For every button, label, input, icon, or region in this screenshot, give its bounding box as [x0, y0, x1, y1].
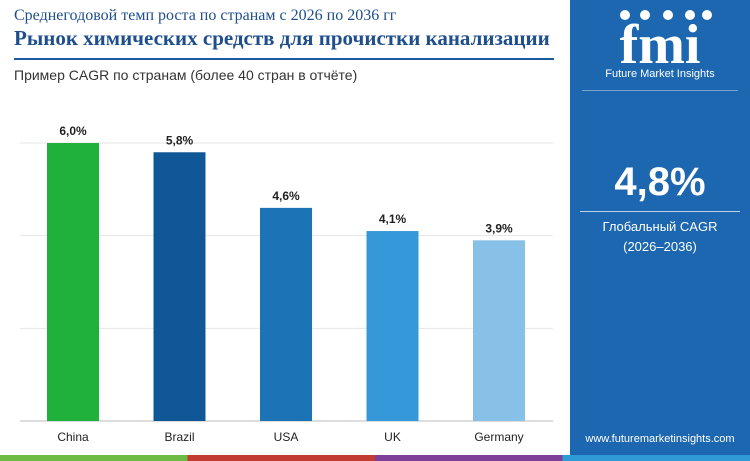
data-label-germany: 3,9% — [485, 221, 513, 235]
fmi-logo-icon: fmi — [620, 10, 712, 76]
bar-germany — [473, 240, 525, 421]
x-tick-label-uk: UK — [384, 430, 401, 444]
cagr-divider — [580, 211, 740, 212]
x-tick-label-china: China — [57, 430, 89, 444]
global-cagr-period: (2026–2036) — [623, 239, 697, 254]
data-label-brazil: 5,8% — [166, 133, 194, 147]
chart-title: Рынок химических средств для прочистки к… — [14, 26, 550, 50]
bar-uk — [366, 231, 419, 421]
bar-china — [47, 143, 99, 421]
global-cagr-label: Глобальный CAGR — [602, 219, 718, 234]
sidebar-panel: fmi Future Market Insights 4,8% Глобальн… — [570, 0, 750, 461]
data-label-china: 6,0% — [59, 124, 87, 138]
title-divider — [14, 58, 554, 60]
global-cagr-value: 4,8% — [614, 160, 706, 204]
x-tick-label-usa: USA — [274, 430, 299, 444]
footer-segment — [375, 455, 564, 461]
chart-supertitle: Среднегодовой темп роста по странам с 20… — [14, 7, 397, 24]
footer-segment — [562, 455, 750, 461]
bar-chart: 6,0% China 5,8% Brazil 4,6% USA 4,1% UK 3,9% Germ… — [20, 124, 553, 444]
footer-segment — [0, 455, 189, 461]
data-label-uk: 4,1% — [379, 212, 407, 226]
fmi-logo: fmi — [570, 8, 750, 76]
data-label-usa: 4,6% — [272, 189, 300, 203]
footer-color-strip — [0, 455, 750, 461]
bar-usa — [260, 207, 312, 421]
website-url[interactable]: www.futuremarketinsights.com — [585, 433, 735, 445]
logo-divider — [582, 90, 738, 91]
x-tick-label-brazil: Brazil — [164, 430, 194, 444]
chart-subtitle: Пример CAGR по странам (более 40 стран в… — [14, 67, 358, 83]
x-tick-label-germany: Germany — [474, 430, 523, 444]
footer-segment — [187, 455, 376, 461]
logo-text: fmi — [620, 14, 701, 68]
bar-brazil — [153, 152, 206, 421]
logo-tagline: Future Market Insights — [605, 68, 715, 80]
